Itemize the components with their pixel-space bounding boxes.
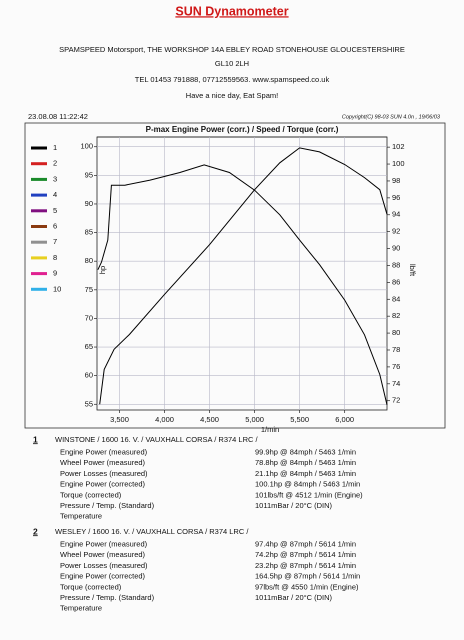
legend-label: 1 — [53, 143, 57, 152]
y2-tick-label: 86 — [392, 277, 400, 286]
y-tick-label: 60 — [85, 371, 93, 380]
copyright: Copyright(C) 98-03 SUN 4.0n , 19/06/03 — [342, 114, 441, 120]
result-value: 1011mBar / 20°C (DIN) — [255, 501, 333, 510]
address-line: Have a nice day, Eat Spam! — [186, 91, 278, 100]
y2-tick-label: 100 — [392, 159, 405, 168]
result-label: Wheel Power (measured) — [60, 458, 146, 467]
result-value: 100.1hp @ 84mph / 5463 1/min — [255, 480, 360, 489]
result-label: Power Losses (measured) — [60, 469, 148, 478]
y-tick-label: 100 — [80, 142, 93, 151]
y2-tick-label: 94 — [392, 210, 400, 219]
x-tick-label: 3,500 — [110, 415, 129, 424]
y-tick-label: 95 — [85, 170, 93, 179]
y2-tick-label: 82 — [392, 311, 400, 320]
result-label: Engine Power (corrected) — [60, 480, 146, 489]
y2-tick-label: 80 — [392, 328, 400, 337]
chart-frame — [24, 122, 446, 429]
y2-tick-label: 102 — [392, 142, 405, 151]
plot-area — [96, 136, 388, 411]
timestamp: 23.08.08 11:22:42 — [28, 112, 88, 121]
data-line — [99, 147, 388, 405]
sheet-title: SUN Dynamometer — [175, 4, 288, 18]
y-axis-label: hp — [98, 266, 107, 274]
y2-tick-label: 78 — [392, 345, 400, 354]
result-value: 23.2hp @ 87mph / 5614 1/min — [255, 561, 356, 570]
result-title: WESLEY / 1600 16. V. / VAUXHALL CORSA / … — [55, 527, 249, 536]
result-value: 1011mBar / 20°C (DIN) — [255, 593, 333, 602]
legend-label: 5 — [53, 206, 57, 215]
result-label: Engine Power (corrected) — [60, 572, 146, 581]
y2-tick-label: 88 — [392, 260, 400, 269]
result-value: 97lbs/ft @ 4550 1/min (Engine) — [255, 582, 359, 591]
result-title: WINSTONE / 1600 16. V. / VAUXHALL CORSA … — [55, 435, 259, 444]
y-tick-label: 75 — [85, 285, 93, 294]
y-tick-label: 55 — [85, 399, 93, 408]
y2-tick-label: 96 — [392, 193, 400, 202]
y2-tick-label: 72 — [392, 396, 400, 405]
y2-tick-label: 84 — [392, 294, 400, 303]
result-label: Torque (corrected) — [60, 582, 122, 591]
address-line: GL10 2LH — [215, 59, 249, 68]
result-value: 101lbs/ft @ 4512 1/min (Engine) — [255, 490, 363, 499]
result-index: 2 — [33, 526, 38, 536]
x-tick-label: 4,500 — [200, 415, 219, 424]
legend-label: 9 — [53, 269, 57, 278]
result-label: Temperature — [60, 604, 102, 613]
legend-label: 2 — [53, 159, 57, 168]
result-label: Wheel Power (measured) — [60, 550, 146, 559]
x-tick-label: 5,500 — [290, 415, 309, 424]
result-value: 164.5hp @ 87mph / 5614 1/min — [255, 572, 360, 581]
x-axis-label: 1/min — [261, 425, 279, 434]
legend-label: 3 — [53, 174, 57, 183]
result-label: Engine Power (measured) — [60, 539, 148, 548]
address-line: SPAMSPEED Motorsport, THE WORKSHOP 14A E… — [59, 45, 405, 54]
y2-tick-label: 76 — [392, 362, 400, 371]
y2-tick-label: 92 — [392, 227, 400, 236]
legend-label: 10 — [53, 284, 61, 293]
x-tick-label: 5,000 — [245, 415, 264, 424]
y2-tick-label: 74 — [392, 379, 400, 388]
result-label: Pressure / Temp. (Standard) — [60, 593, 155, 602]
result-label: Engine Power (measured) — [60, 447, 148, 456]
result-label: Pressure / Temp. (Standard) — [60, 501, 155, 510]
result-value: 21.1hp @ 84mph / 5463 1/min — [255, 469, 356, 478]
data-line — [97, 164, 388, 406]
y-tick-label: 80 — [85, 256, 93, 265]
y-tick-label: 85 — [85, 228, 93, 237]
result-value: 97.4hp @ 87mph / 5614 1/min — [255, 539, 356, 548]
legend-label: 6 — [53, 221, 57, 230]
x-tick-label: 6,000 — [335, 415, 354, 424]
result-label: Power Losses (measured) — [60, 561, 148, 570]
chart-title: P-max Engine Power (corr.) / Speed / Tor… — [146, 125, 339, 134]
y-tick-label: 65 — [85, 342, 93, 351]
y-tick-label: 70 — [85, 313, 93, 322]
y-tick-label: 90 — [85, 199, 93, 208]
result-value: 74.2hp @ 87mph / 5614 1/min — [255, 550, 356, 559]
legend-label: 8 — [53, 253, 57, 262]
result-value: 78.8hp @ 84mph / 5463 1/min — [255, 458, 356, 467]
legend-label: 4 — [53, 190, 57, 199]
address-line: TEL 01453 791888, 07712559563. www.spams… — [135, 75, 330, 84]
y2-axis-label: lb/ft — [408, 264, 417, 277]
x-tick-label: 4,000 — [155, 415, 174, 424]
result-label: Torque (corrected) — [60, 490, 122, 499]
result-value: 99.9hp @ 84mph / 5463 1/min — [255, 447, 356, 456]
legend-label: 7 — [53, 237, 57, 246]
result-index: 1 — [33, 434, 38, 444]
result-label: Temperature — [60, 512, 102, 521]
y2-tick-label: 98 — [392, 176, 400, 185]
y2-tick-label: 90 — [392, 244, 400, 253]
